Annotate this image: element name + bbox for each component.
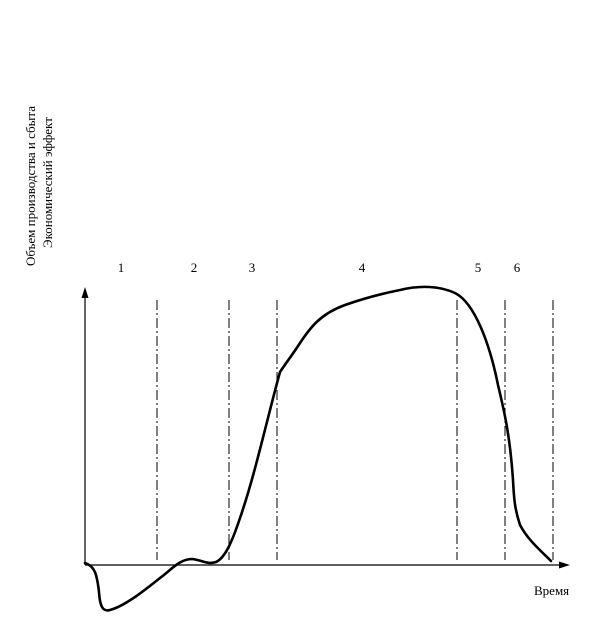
stage-boundaries xyxy=(156,300,554,560)
y-axis-label-volume: Объем производства и сбыта xyxy=(23,105,38,266)
y-axis-label-effect: Экономический эффект xyxy=(40,117,55,248)
stage-label-6: 6 xyxy=(513,260,521,275)
y-axis-arrow xyxy=(81,287,89,298)
stage-label-2: 2 xyxy=(190,260,198,275)
stage-label-1: 1 xyxy=(117,260,125,275)
stage-label-3: 3 xyxy=(248,260,256,275)
stage-label-4: 4 xyxy=(358,260,366,275)
x-axis-arrow xyxy=(559,561,570,569)
stage-label-5: 5 xyxy=(474,260,482,275)
x-axis-label-time: Время xyxy=(534,583,570,598)
life-cycle-curve xyxy=(83,285,553,612)
